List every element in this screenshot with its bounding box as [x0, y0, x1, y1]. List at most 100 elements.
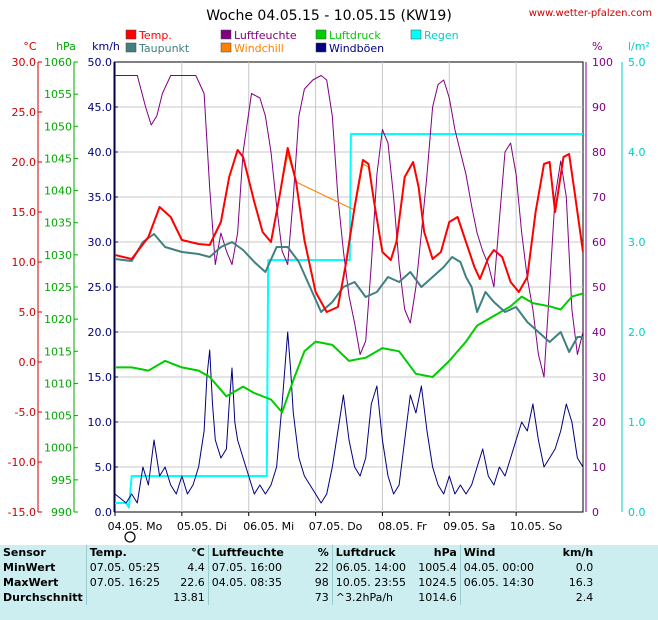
- temp-time: 07.05. 16:25: [85, 575, 171, 590]
- y-tick-label: 1025: [44, 281, 72, 294]
- y-tick-label: 0.0: [628, 506, 646, 519]
- x-tick-label: 10.05. So: [510, 520, 562, 533]
- y-tick-label: 5.0: [19, 306, 37, 319]
- x-tick-label: 09.05. Sa: [443, 520, 495, 533]
- y-tick-label: 1040: [44, 185, 72, 198]
- humidity-time: 07.05. 16:00: [207, 560, 299, 575]
- y-tick-label: 1035: [44, 217, 72, 230]
- y-tick-label: 4.0: [628, 146, 646, 159]
- pressure-value: 1014.6: [418, 591, 457, 604]
- y-tick-label: 1050: [44, 120, 72, 133]
- humidity-time: [207, 590, 299, 605]
- temp-value: 4.4: [187, 561, 205, 574]
- axis-unit-label: hPa: [56, 40, 76, 53]
- pressure-time: 10.05. 23:55: [331, 575, 415, 590]
- stats-header-row: Sensor Temp. °C Luftfeuchte % Luftdruck …: [0, 545, 596, 560]
- y-tick-label: 50: [592, 281, 606, 294]
- axis-unit-label: %: [592, 40, 602, 53]
- y-tick-label: 1005: [44, 410, 72, 423]
- y-tick-label: 35.0: [88, 191, 113, 204]
- y-tick-label: 5.0: [628, 56, 646, 69]
- legend-label: Regen: [424, 29, 459, 42]
- legend-swatch: [220, 42, 232, 53]
- y-tick-label: 40.0: [88, 146, 113, 159]
- x-tick-label: 08.05. Fr: [378, 520, 427, 533]
- stats-row-min: MinWert 07.05. 05:25 4.4 07.05. 16:00 22…: [0, 560, 596, 575]
- watermark-url: www.wetter-pfalzen.com: [529, 8, 652, 19]
- stats-row-average: Durchschnitt 13.81 73 ^3.2hPa/h 1014.6 2…: [0, 590, 596, 605]
- wind-value: 2.4: [575, 591, 594, 604]
- y-tick-label: 15.0: [88, 371, 113, 384]
- legend-swatch: [125, 42, 137, 53]
- temp-value: 13.81: [173, 591, 205, 604]
- header-temp: Temp.: [85, 545, 171, 560]
- y-tick-label: 50.0: [88, 56, 113, 69]
- y-tick-label: 20: [592, 416, 606, 429]
- header-sensor: Sensor: [3, 546, 46, 559]
- temp-time: [85, 590, 171, 605]
- y-tick-label: 10: [592, 461, 606, 474]
- y-tick-label: 25.0: [12, 106, 37, 119]
- y-tick-label: 995: [51, 474, 72, 487]
- y-tick-label: 1045: [44, 152, 72, 165]
- y-tick-label: 1015: [44, 345, 72, 358]
- x-tick-label: 04.05. Mo: [108, 520, 163, 533]
- series-line-temp: [115, 147, 583, 313]
- stats-row-max: MaxWert 07.05. 16:25 22.6 04.05. 08:35 9…: [0, 575, 596, 590]
- y-tick-label: 10.0: [88, 416, 113, 429]
- series-line-luftdruck: [115, 292, 583, 414]
- statistics-table: Sensor Temp. °C Luftfeuchte % Luftdruck …: [0, 545, 596, 605]
- row-label: Durchschnitt: [3, 591, 83, 604]
- wind-value: 0.0: [575, 561, 594, 574]
- wind-value: 16.3: [568, 576, 594, 589]
- humidity-value: 98: [314, 576, 329, 589]
- y-tick-label: 100: [592, 56, 613, 69]
- pressure-time: 06.05. 14:00: [331, 560, 415, 575]
- legend-swatch: [220, 29, 232, 40]
- y-tick-label: 30.0: [12, 56, 37, 69]
- y-tick-label: -15.0: [8, 506, 36, 519]
- legend-label: Luftfeuchte: [234, 29, 297, 42]
- legend-label: Windböen: [329, 42, 384, 55]
- pressure-trend: ^3.2hPa/h: [331, 590, 415, 605]
- humidity-value: 73: [314, 591, 329, 604]
- y-tick-label: 45.0: [88, 101, 113, 114]
- humidity-time: 04.05. 08:35: [207, 575, 299, 590]
- legend-swatch: [315, 42, 327, 53]
- wind-time: [459, 590, 547, 605]
- axis-unit-label: l/m²: [628, 40, 650, 53]
- header-wind: Wind: [459, 545, 547, 560]
- y-tick-label: 30.0: [88, 236, 113, 249]
- legend-label: Windchill: [234, 42, 284, 55]
- y-tick-label: 0: [592, 506, 599, 519]
- legend-label: Temp.: [138, 29, 172, 42]
- legend-swatch: [315, 29, 327, 40]
- axis-unit-label: °C: [23, 40, 37, 53]
- y-tick-label: 10.0: [12, 256, 37, 269]
- series-line-taupunkt: [115, 233, 583, 353]
- pressure-value: 1024.5: [418, 576, 457, 589]
- legend-label: Luftdruck: [329, 29, 381, 42]
- legend-swatch: [410, 29, 422, 40]
- statistics-panel: Sensor Temp. °C Luftfeuchte % Luftdruck …: [0, 545, 658, 620]
- header-humidity-unit: %: [317, 546, 329, 559]
- header-wind-unit: km/h: [562, 546, 594, 559]
- y-tick-label: 30: [592, 371, 606, 384]
- y-tick-label: 3.0: [628, 236, 646, 249]
- y-tick-label: 990: [51, 506, 72, 519]
- series-line-luftfeuchte: [115, 75, 583, 378]
- y-tick-label: 1.0: [628, 416, 646, 429]
- legend-swatch: [125, 29, 137, 40]
- pressure-value: 1005.4: [418, 561, 457, 574]
- row-label: MinWert: [3, 561, 56, 574]
- x-tick-label: 06.05. Mi: [243, 520, 294, 533]
- y-tick-label: 1055: [44, 88, 72, 101]
- series-line-windböen: [115, 331, 583, 504]
- y-tick-label: 90: [592, 101, 606, 114]
- header-pressure-unit: hPa: [433, 546, 457, 559]
- y-tick-label: 40: [592, 326, 606, 339]
- header-temp-unit: °C: [191, 546, 205, 559]
- header-pressure: Luftdruck: [331, 545, 415, 560]
- y-tick-label: 25.0: [88, 281, 113, 294]
- chart-title: Woche 04.05.15 - 10.05.15 (KW19): [206, 8, 452, 24]
